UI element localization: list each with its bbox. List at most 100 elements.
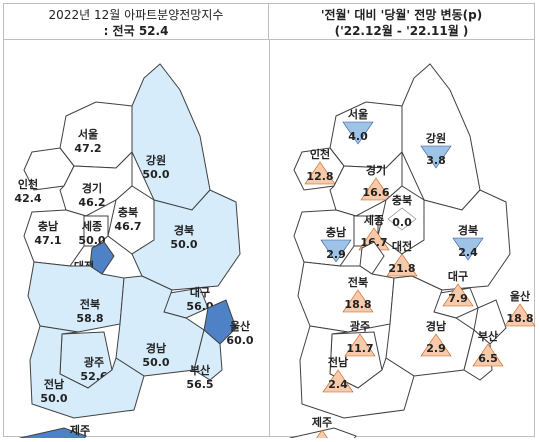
region-13-right-value: 2.9	[426, 342, 446, 355]
region-7-right-name: 경북	[458, 223, 478, 237]
region-8-right-name: 대전	[392, 239, 412, 253]
region-9-right-value: 18.8	[344, 298, 371, 311]
region-5-left-shape	[23, 209, 87, 267]
left-title-line1: 2022년 12월 아파트분양전망지수	[48, 8, 224, 22]
region-11-right-value: 18.8	[506, 312, 533, 325]
right-map-header: '전월' 대비 '당월' 전망 변동(p) ('22.12월 - '22.11월…	[269, 4, 534, 40]
region-11-left-shape	[203, 299, 237, 345]
region-0-left-name: 서울	[78, 127, 98, 141]
region-12-right-up-triangle	[344, 333, 376, 357]
region-12-left-name: 경남	[146, 341, 166, 355]
region-14-right-name: 부산	[478, 329, 498, 343]
region-5-left-name: 충남	[38, 219, 58, 233]
region-11-right-shape	[473, 299, 507, 345]
figure-frame: 2022년 12월 아파트분양전망지수 : 전국 52.4 '전월' 대비 '당…	[3, 3, 536, 438]
region-12-right-name: 광주	[350, 320, 370, 333]
region-3-right-up-triangle	[360, 177, 392, 201]
region-14-right-value: 6.5	[478, 352, 498, 365]
region-8-right-shape	[359, 241, 385, 275]
region-5-right-down-triangle	[320, 239, 352, 263]
region-9-right-up-triangle	[342, 289, 374, 313]
region-7-left-shape	[131, 189, 241, 291]
region-4-left-value: 46.7	[114, 220, 141, 233]
region-16-right-up-triangle	[316, 429, 328, 438]
region-15-right-value: 2.4	[328, 378, 348, 391]
region-9-left-value: 58.8	[76, 312, 103, 325]
region-8-right-value: 21.8	[388, 262, 415, 275]
region-15-right: 전남 2.4	[299, 325, 415, 419]
region-11-right-up-triangle	[504, 303, 536, 327]
region-1-right-value: 3.8	[426, 154, 446, 167]
region-6-left-shape	[83, 215, 109, 247]
region-15-left-value: 50.0	[40, 392, 67, 405]
region-11-left-value: 60.0	[226, 334, 253, 347]
region-15-left-shape	[29, 325, 145, 419]
region-8-left-shape	[89, 241, 115, 275]
region-10-right-value: 7.9	[448, 292, 468, 305]
region-1-right-shape	[401, 63, 481, 211]
region-2-right-name: 인천	[310, 147, 330, 161]
region-7-right-down-triangle	[452, 237, 484, 261]
region-7-right: 경북 2.4	[401, 189, 511, 291]
region-2-left-name: 인천	[18, 177, 38, 191]
region-12-left-value: 50.0	[142, 356, 169, 369]
region-11-right-name: 울산	[510, 289, 530, 303]
region-1-right: 강원 3.8	[401, 63, 481, 211]
region-7-left-value: 50.0	[170, 238, 197, 251]
region-1-left-name: 강원	[146, 153, 166, 167]
region-11-left-name: 울산	[230, 319, 250, 333]
region-9-right-name: 전북	[348, 275, 368, 289]
right-change-map: 서울4.0강원3.8인천12.8경기16.6충북0.0충남2.9세종16.7경북…	[289, 63, 536, 438]
left-title-line2: : 전국 52.4	[103, 24, 169, 38]
region-7-right-value: 2.4	[458, 246, 478, 259]
region-8-right: 대전 21.8	[359, 239, 418, 277]
region-10-right-name: 대구	[448, 269, 468, 283]
region-13-right-name: 경남	[426, 319, 446, 333]
region-0-right: 서울 4.0	[329, 101, 403, 169]
region-1-left-value: 50.0	[142, 168, 169, 181]
region-14-left-value: 56.5	[186, 378, 213, 391]
region-1-left-shape	[131, 63, 211, 211]
region-6-right-name: 세종	[364, 213, 384, 227]
region-5-right-value: 2.9	[326, 248, 346, 261]
region-16-right-name: 제주	[312, 415, 332, 429]
left-index-map: 서울47.2강원50.0인천42.4경기46.2충북46.7충남47.1세종50…	[14, 63, 254, 438]
region-10-left-name: 대구	[190, 285, 210, 299]
region-14-left-name: 부산	[190, 363, 210, 377]
panel-divider	[269, 40, 270, 436]
region-1-right-down-triangle	[420, 145, 452, 169]
region-0-right-down-triangle	[342, 121, 374, 145]
region-15-right-name: 전남	[328, 355, 348, 369]
region-6-left-value: 50.0	[78, 234, 105, 247]
region-2-left-value: 42.4	[14, 192, 41, 205]
region-13-right: 경남 2.9	[385, 275, 475, 377]
region-6-left-name: 세종	[82, 219, 102, 233]
region-3-left-name: 경기	[82, 181, 102, 195]
region-4-right-value: 0.0	[392, 216, 412, 229]
region-0-left-value: 47.2	[74, 142, 101, 155]
region-4-left-name: 충북	[118, 205, 138, 219]
region-3-right: 경기 16.6	[329, 147, 403, 217]
region-0-right-value: 4.0	[348, 130, 368, 143]
region-4-right-name: 충북	[392, 193, 412, 207]
region-15-right-shape	[299, 325, 415, 419]
region-8-right-up-triangle	[386, 253, 418, 277]
region-2-right-value: 12.8	[306, 170, 333, 183]
right-title-line1: '전월' 대비 '당월' 전망 변동(p)	[320, 8, 483, 22]
region-4-right-neutral-marker	[387, 207, 417, 231]
region-9-right-shape	[297, 261, 395, 333]
right-title-line2: ('22.12월 - '22.11월 )	[334, 24, 469, 38]
region-3-right-value: 16.6	[362, 186, 389, 199]
region-2-right: 인천 12.8	[293, 147, 345, 191]
region-3-left-value: 46.2	[78, 196, 105, 209]
region-10-right-up-triangle	[442, 283, 474, 307]
region-13-left-name: 광주	[84, 356, 104, 369]
